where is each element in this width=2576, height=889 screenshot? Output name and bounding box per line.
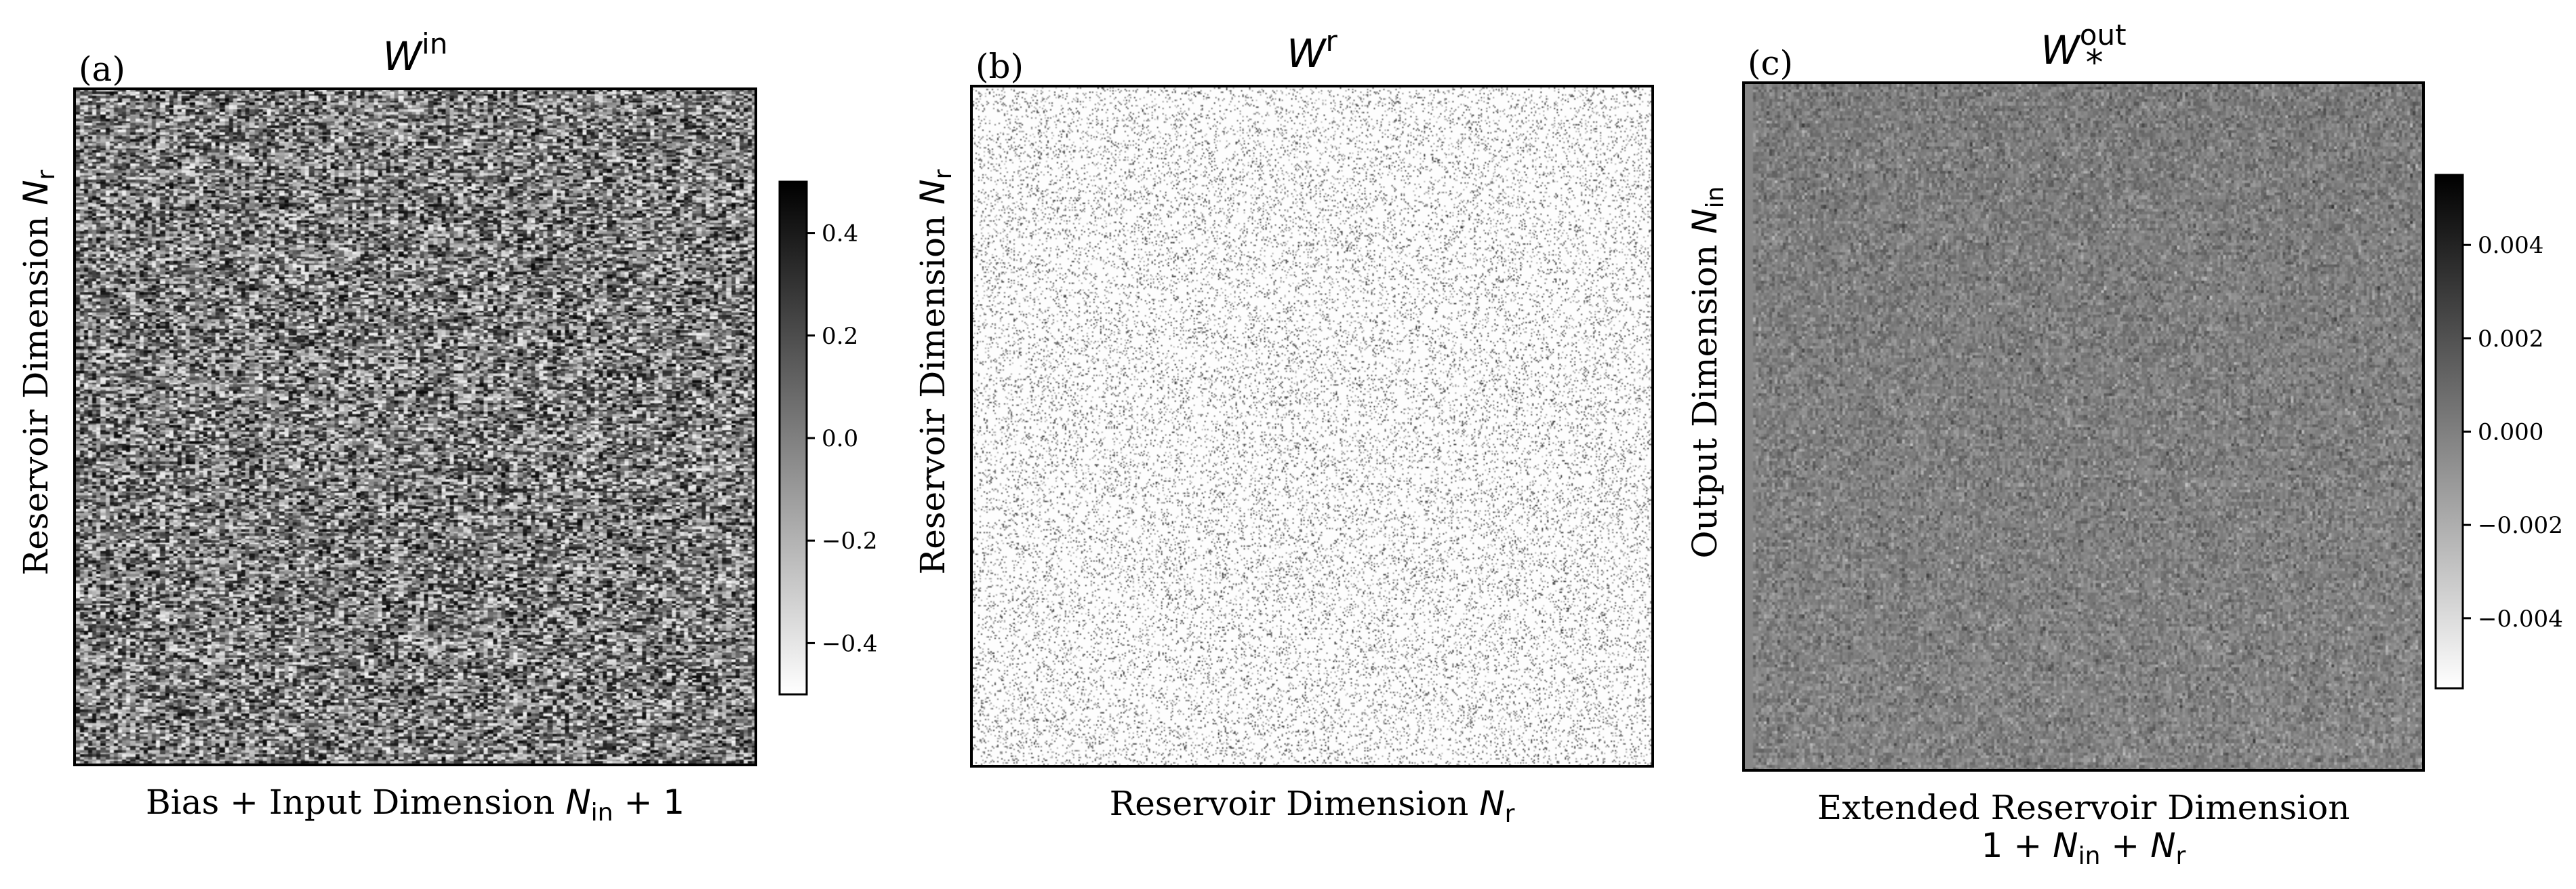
panel-a: (a) Win Bias + Input Dimension Nin + 1 Rese… — [16, 27, 878, 827]
colorbar-tick-label: −0.2 — [822, 528, 878, 555]
heatmap-image — [75, 89, 756, 765]
colorbar-tick-label: 0.004 — [2478, 232, 2543, 259]
x-axis-label: Extended Reservoir Dimension — [1817, 788, 2350, 827]
panel-label: (a) — [79, 50, 125, 89]
panel-b: (b) Wr Reservoir Dimension Nr Reservoir Dim… — [913, 24, 1654, 828]
x-axis-label-line2: 1 + Nin + Nr — [1981, 826, 2186, 870]
panel-title: Win — [383, 27, 448, 79]
colorbar-tick-label: −0.4 — [822, 630, 878, 657]
colorbar-gradient — [778, 180, 808, 696]
panel-label: (c) — [1748, 43, 1793, 83]
x-axis-label: Reservoir Dimension Nr — [1110, 784, 1515, 828]
colorbar: 0.004 0.002 0.000 −0.002 −0.004 — [2434, 174, 2563, 690]
y-axis-label: Reservoir Dimension Nr — [913, 169, 957, 574]
colorbar-gradient — [2434, 174, 2464, 690]
panel-label: (b) — [975, 47, 1024, 86]
colorbar-tick-label: 0.000 — [2478, 419, 2543, 446]
heatmap-image — [1744, 83, 2423, 770]
colorbar-tick-label: 0.2 — [822, 323, 858, 350]
plot-frame — [73, 87, 757, 766]
colorbar-tick-label: 0.0 — [822, 425, 858, 452]
y-axis-label: Reservoir Dimension Nr — [16, 170, 60, 575]
y-axis-label: Output Dimension Nin — [1685, 186, 1729, 559]
colorbar-tick-label: −0.004 — [2478, 606, 2563, 633]
plot-frame — [970, 85, 1654, 768]
colorbar-tick-label: −0.002 — [2478, 512, 2563, 539]
x-axis-label: Bias + Input Dimension Nin + 1 — [146, 783, 685, 827]
colorbar: 0.4 0.2 0.0 −0.2 −0.4 — [778, 180, 878, 696]
plot-frame — [1742, 81, 2425, 772]
panel-title: Wr — [1287, 24, 1337, 77]
heatmap-image — [971, 86, 1653, 766]
colorbar-tick-label: 0.4 — [822, 220, 858, 248]
colorbar-tick-label: 0.002 — [2478, 325, 2543, 353]
panel-title: Wout * — [2040, 18, 2126, 83]
